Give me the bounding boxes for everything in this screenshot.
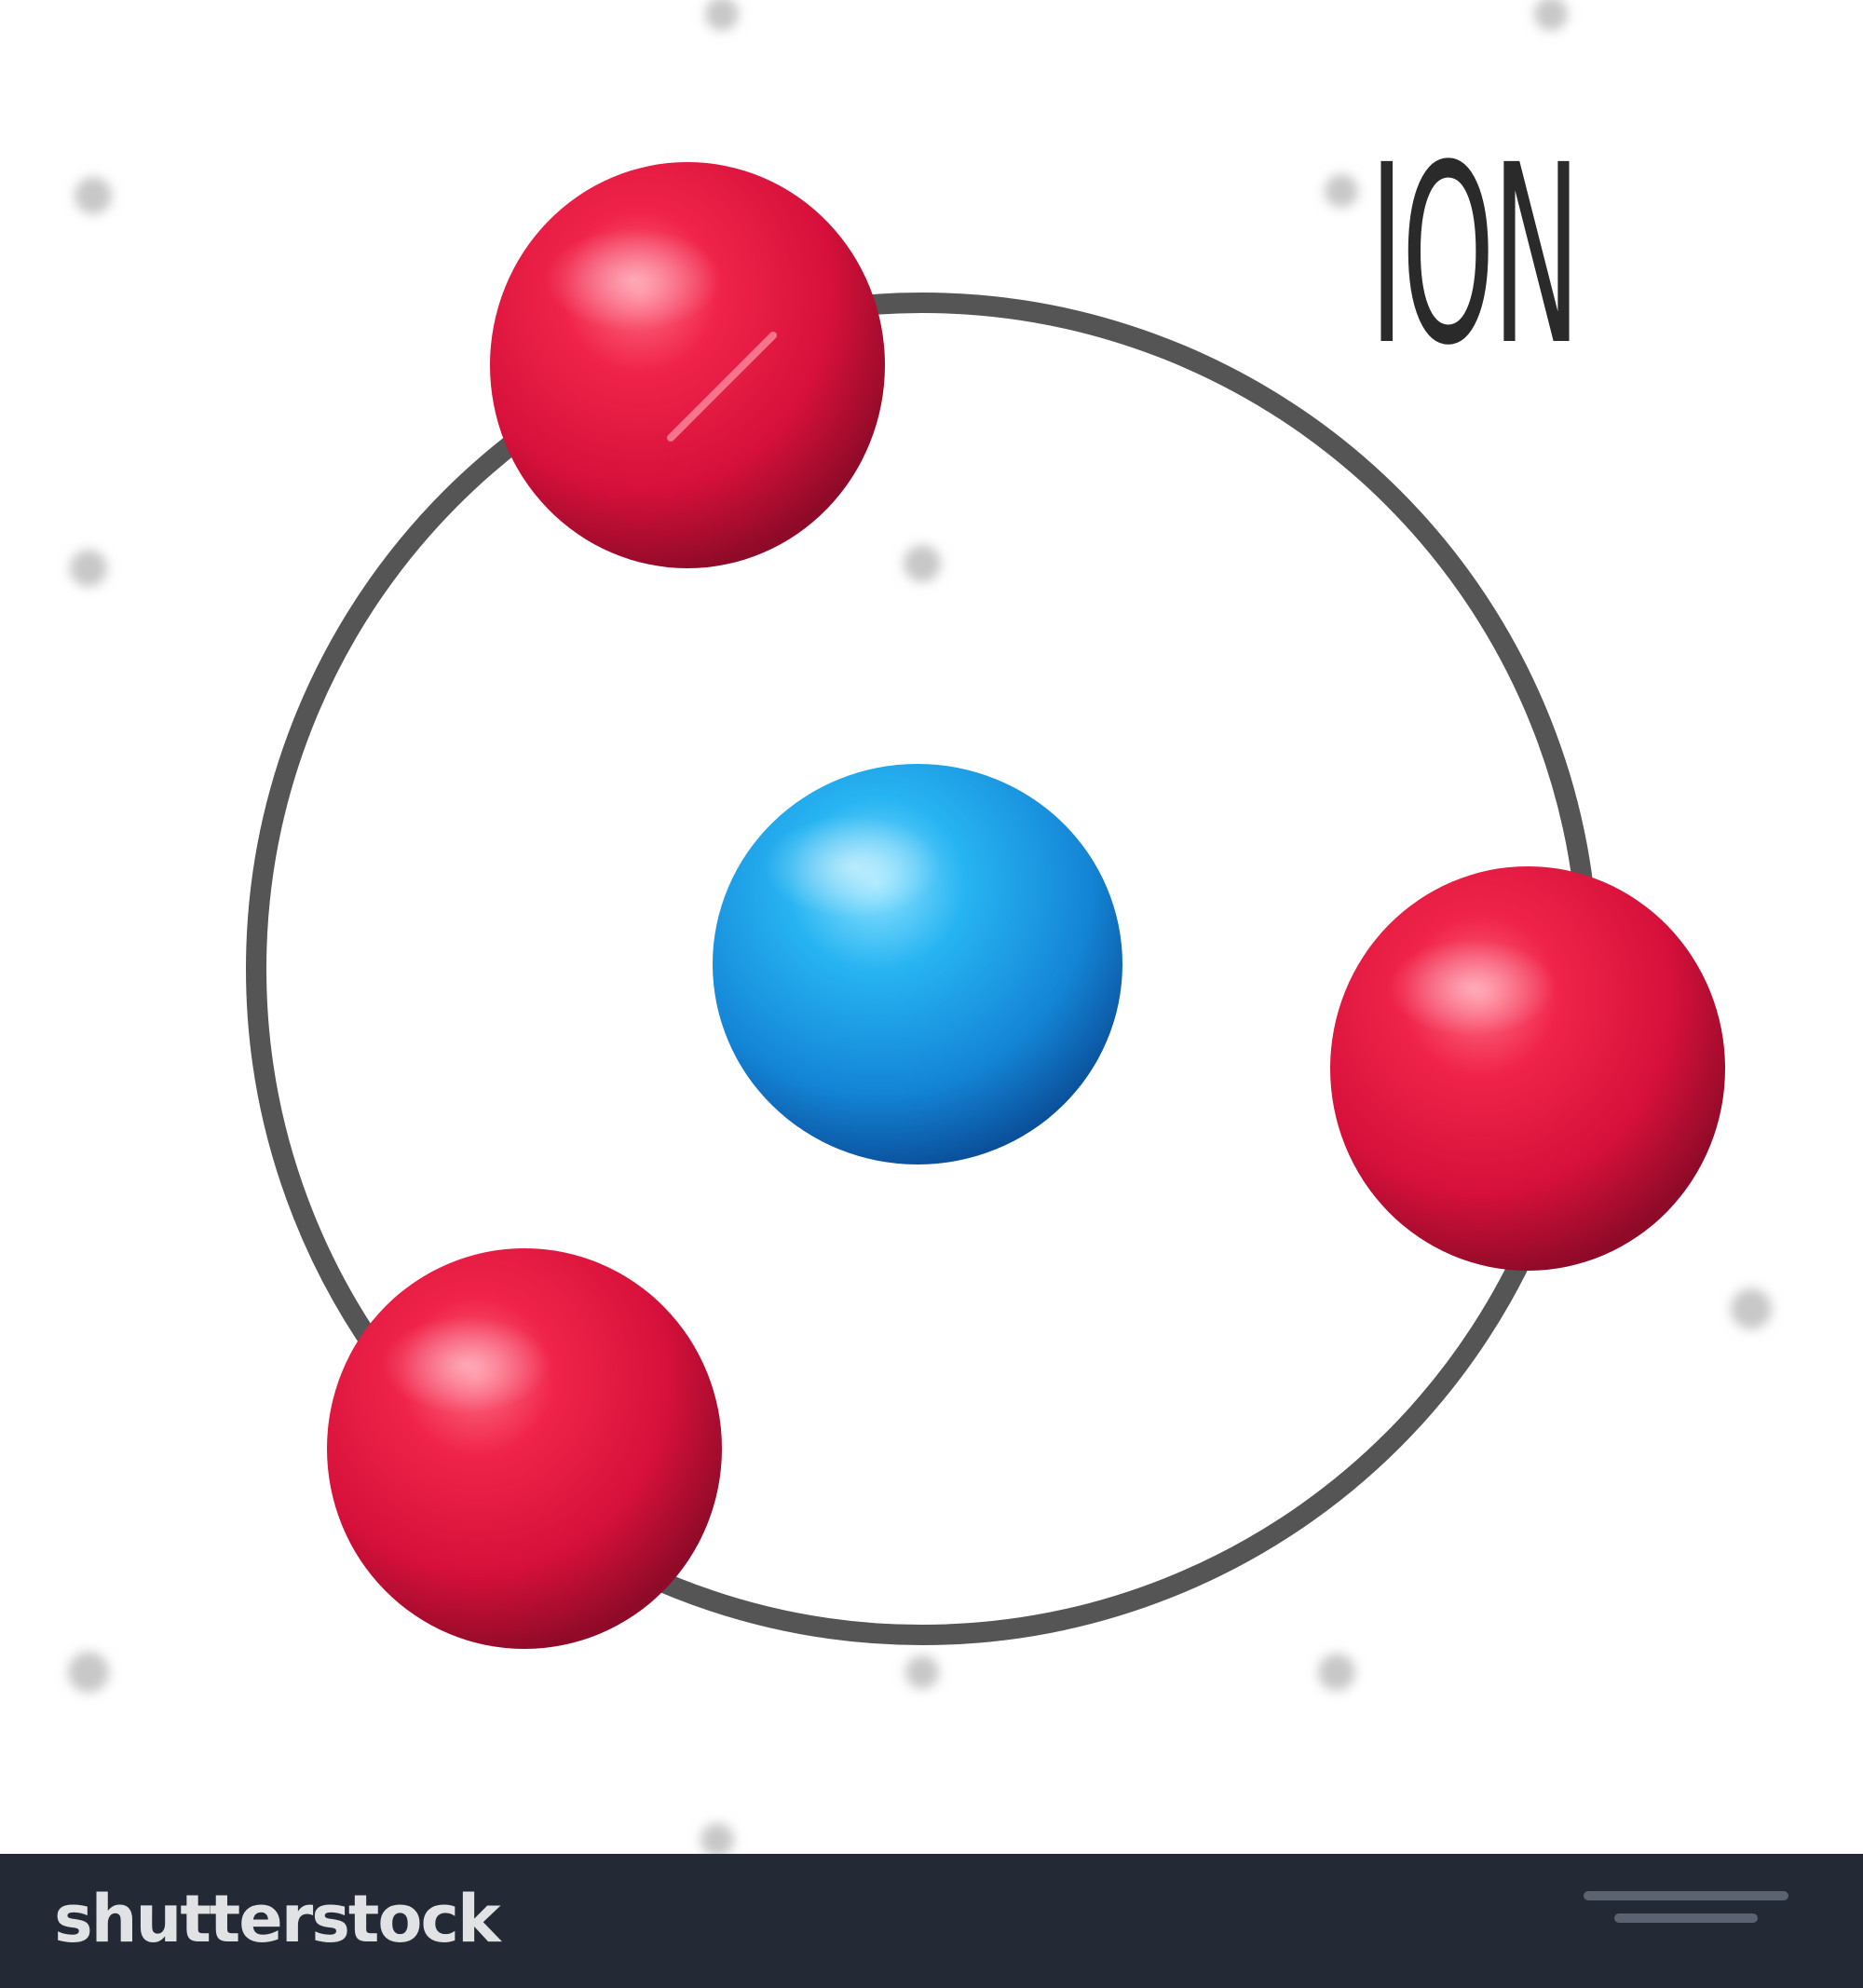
electron-top-sphere bbox=[490, 162, 885, 568]
diagram-title: ION bbox=[1369, 113, 1581, 400]
footer-bar bbox=[0, 1854, 1863, 1988]
nucleus-sphere bbox=[713, 764, 1122, 1164]
ion-diagram bbox=[68, 0, 1772, 1854]
footer-meta-placeholder bbox=[1584, 1891, 1788, 1938]
brand-logo: shutterstock bbox=[54, 1881, 501, 1957]
electron-bottom-left-sphere bbox=[327, 1248, 722, 1649]
background-dots bbox=[68, 0, 1772, 1854]
electron-right-sphere bbox=[1330, 866, 1725, 1271]
